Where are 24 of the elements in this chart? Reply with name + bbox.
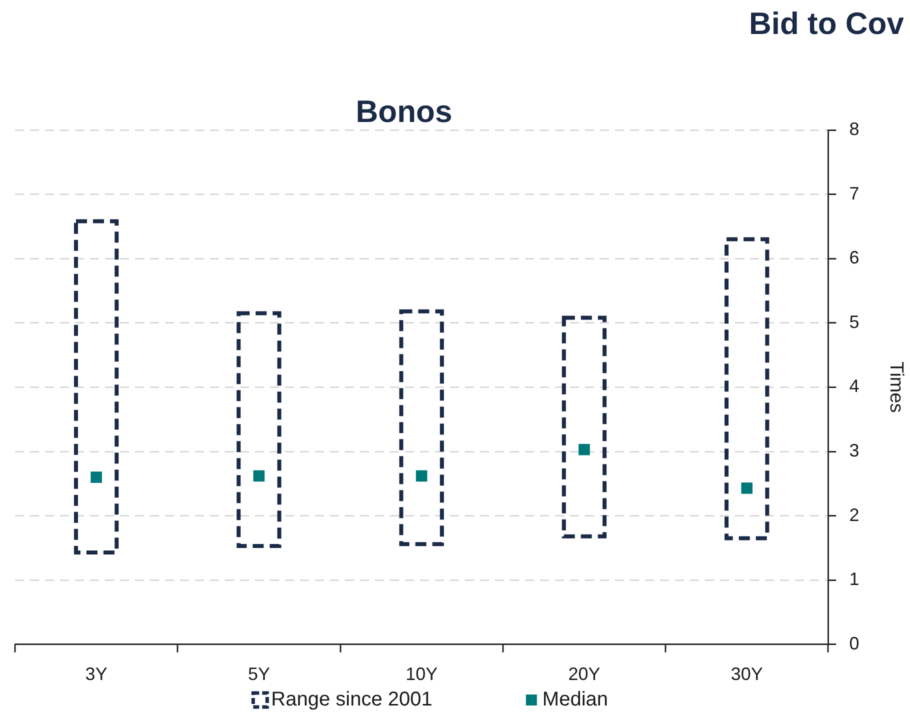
legend-label: Median [542,688,608,711]
x-tick-label: 10Y [406,664,438,684]
chart-title: Bid to Cov [749,6,904,42]
y-tick-label: 6 [849,248,860,268]
y-tick-label: 2 [849,504,860,525]
y-tick-label: 8 [849,118,860,139]
x-tick-label: 3Y [85,664,108,684]
y-tick-label: 4 [849,376,860,396]
legend-label: Range since 2001 [271,688,432,711]
y-tick-label: 5 [849,312,860,332]
point [578,444,590,456]
x-tick-label: 20Y [568,664,600,684]
point [741,482,753,494]
x-tick-label: 5Y [248,664,270,684]
y-axis-title: Times [885,362,906,413]
y-tick-label: 1 [849,569,860,590]
point [90,472,102,483]
chart-subtitle: Bonos [356,94,452,130]
x-tick-label: 30Y [730,664,763,684]
y-tick-label: 3 [849,440,860,460]
y-tick-label: 0 [849,633,860,654]
point [416,470,428,482]
y-tick-label: 7 [849,183,860,204]
point [253,470,265,482]
